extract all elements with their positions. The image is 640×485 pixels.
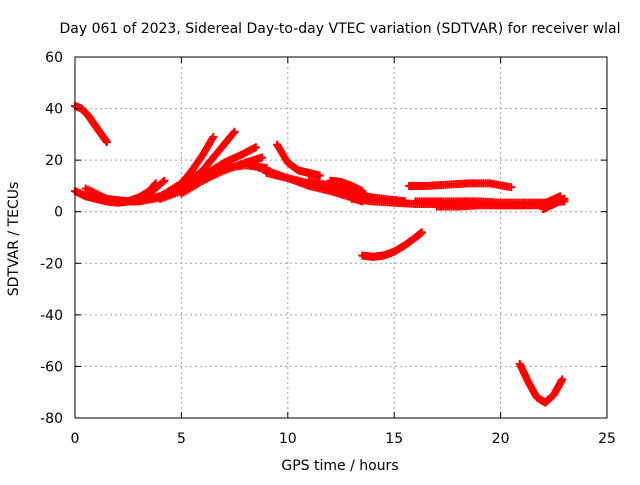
series-arc-20: [515, 359, 567, 407]
y-tick-label: 40: [45, 102, 63, 118]
y-tick-label: 0: [54, 205, 63, 221]
series-arc-16: [432, 192, 565, 211]
data-point: [230, 127, 239, 136]
y-tick-label: -60: [40, 359, 63, 375]
data-point: [560, 194, 569, 203]
data-point: [417, 228, 426, 237]
data-point: [251, 143, 260, 152]
x-tick-label: 25: [598, 431, 616, 447]
data-points: [71, 101, 569, 407]
plot-frame: [74, 56, 608, 419]
data-point: [160, 176, 169, 185]
data-point: [558, 375, 567, 384]
x-tick-label: 5: [177, 431, 186, 447]
series-arc-9: [273, 140, 324, 180]
x-tick-label: 20: [492, 431, 510, 447]
x-tick-label: 15: [385, 431, 403, 447]
data-point: [358, 187, 367, 196]
series-arc-1: [71, 101, 111, 147]
chart-title: Day 061 of 2023, Sidereal Day-to-day VTE…: [59, 21, 620, 37]
y-tick-label: -20: [40, 256, 63, 272]
x-axis-label: GPS time / hours: [281, 458, 398, 474]
data-point: [229, 129, 238, 138]
y-tick-label: -80: [40, 411, 63, 427]
series-arc-17: [539, 194, 569, 214]
series-arc-13: [326, 176, 367, 196]
ticks: 0 5 10 15 20 25 -80 -60 -40 -20 0 20 40 60: [40, 50, 616, 447]
data-point: [158, 178, 167, 187]
y-tick-label: 20: [45, 153, 63, 169]
data-point: [209, 132, 218, 141]
data-point: [258, 153, 267, 162]
data-point: [315, 171, 324, 180]
x-tick-label: 0: [71, 431, 80, 447]
series-arc-19: [358, 228, 426, 261]
data-point: [102, 138, 111, 147]
x-tick-label: 10: [279, 431, 297, 447]
y-tick-label: 60: [45, 50, 63, 66]
y-axis-label: SDTVAR / TECUs: [6, 182, 22, 297]
grid: [75, 57, 607, 418]
series-arc-18: [405, 179, 516, 192]
data-point: [507, 183, 516, 192]
y-tick-label: -40: [40, 308, 63, 324]
